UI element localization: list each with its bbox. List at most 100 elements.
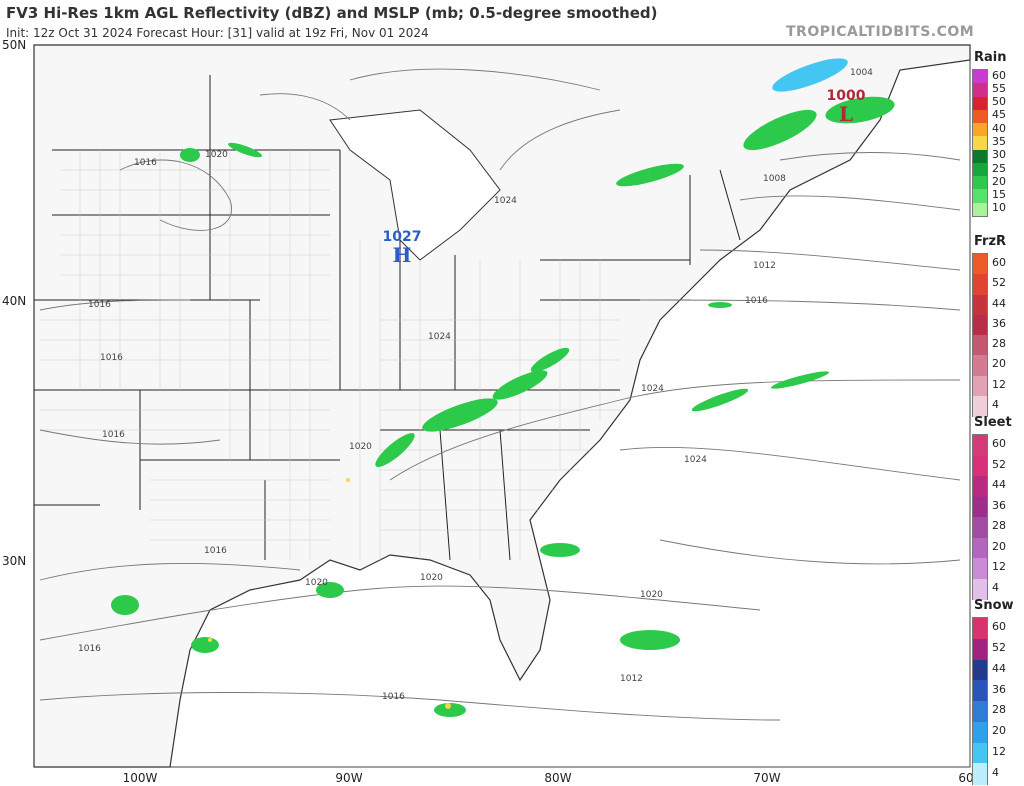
- latitude-label-40n: 40N: [2, 294, 26, 308]
- low-pressure-letter: L: [839, 102, 853, 126]
- legend-swatch: [973, 496, 987, 518]
- longitude-label-70w: 70W: [753, 771, 780, 785]
- legend-colorbar: [972, 617, 988, 785]
- legend-swatch: [973, 395, 987, 417]
- isobar-label: 1024: [428, 332, 451, 342]
- legend-swatch: [973, 659, 987, 681]
- map-subtitle: Init: 12z Oct 31 2024 Forecast Hour: [31…: [6, 26, 429, 40]
- isobar-label: 1016: [78, 644, 101, 654]
- legend-value-label: 52: [992, 641, 1006, 655]
- legend-swatch: [973, 558, 987, 579]
- legend-value-label: 20: [992, 174, 1006, 188]
- legend-value-label: 12: [992, 560, 1006, 574]
- legend-value-label: 36: [992, 316, 1006, 330]
- legend-value-label: 28: [992, 703, 1006, 717]
- legend-value-label: 28: [992, 337, 1006, 351]
- isobar-label: 1016: [204, 546, 227, 556]
- great-lakes: [329, 109, 501, 261]
- county-grid: [40, 150, 620, 560]
- legend-value-label: 60: [992, 437, 1006, 451]
- legend-swatch: [973, 176, 987, 190]
- isobar-label: 1024: [684, 455, 707, 465]
- legend-swatch: [973, 149, 987, 164]
- legend-swatch: [973, 314, 987, 336]
- legend-value-label: 25: [992, 161, 1006, 175]
- latitude-label-50n: 50N: [2, 38, 26, 52]
- isobar-label: 1016: [134, 158, 157, 168]
- legend-value-label: 44: [992, 296, 1006, 310]
- isobars: [39, 68, 961, 721]
- legend-swatch: [973, 83, 987, 98]
- legend-title: Sleet: [974, 415, 1012, 430]
- legend-value-label: 28: [992, 519, 1006, 533]
- legend-title: FrzR: [974, 234, 1007, 249]
- isobar-label: 1016: [88, 300, 111, 310]
- legend-value-label: 15: [992, 188, 1006, 202]
- legend-colorbar: [972, 434, 988, 600]
- legend-swatch: [973, 294, 987, 316]
- isobar-label: 1016: [382, 692, 405, 702]
- legend-swatch: [973, 123, 987, 137]
- legend-swatch: [973, 680, 987, 702]
- legend-swatch: [973, 274, 987, 295]
- legend-swatch: [973, 355, 987, 376]
- legend-swatch: [973, 202, 987, 217]
- isobar-label: 1024: [641, 384, 664, 394]
- legend-swatch: [973, 109, 987, 124]
- isobar-label: 1020: [420, 573, 443, 583]
- legend-value-label: 40: [992, 121, 1006, 135]
- isobar-label: 1024: [494, 196, 517, 206]
- legend-swatch: [973, 254, 987, 275]
- legend-swatch: [973, 455, 987, 477]
- legend-colorbar: [972, 253, 988, 417]
- isobar-labels: 1020 1016 1024 1024 1016 1016 1020 1024 1012 1008…: [78, 68, 873, 702]
- map-title: FV3 Hi-Res 1km AGL Reflectivity (dBZ) an…: [6, 4, 658, 22]
- legend-swatch: [973, 618, 987, 640]
- legend-value-label: 12: [992, 744, 1006, 758]
- legend-value-label: 50: [992, 95, 1006, 109]
- isobar-label: 1020: [640, 590, 663, 600]
- legend-colorbar: [972, 69, 988, 217]
- isobar-label: 1008: [763, 174, 786, 184]
- longitude-labels: 100W 90W 80W 70W 60W: [123, 771, 986, 785]
- latitude-labels: 50N 40N 30N: [2, 38, 26, 568]
- legend-value-label: 60: [992, 256, 1006, 270]
- legend-title: Rain: [974, 50, 1007, 65]
- legend-swatch: [973, 189, 987, 204]
- isobar-label: 1012: [753, 261, 776, 271]
- isobar-label: 1020: [305, 578, 328, 588]
- legend-value-label: 60: [992, 68, 1006, 82]
- legend-swatch: [973, 701, 987, 723]
- legend-swatch: [973, 578, 987, 600]
- snow-area: [772, 58, 848, 92]
- legend-value-label: 30: [992, 148, 1006, 162]
- legend-swatch: [973, 638, 987, 660]
- legend-value-label: 10: [992, 201, 1006, 215]
- legend-swatch: [973, 537, 987, 559]
- heavy-rain-spots: [208, 478, 451, 709]
- legend-swatch: [973, 721, 987, 743]
- legend-swatch: [973, 476, 987, 497]
- legend-value-label: 45: [992, 108, 1006, 122]
- legend-title: Snow: [974, 598, 1014, 613]
- longitude-label-100w: 100W: [123, 771, 158, 785]
- longitude-label-80w: 80W: [544, 771, 571, 785]
- legend-value-label: 20: [992, 357, 1006, 371]
- legend-swatch: [973, 517, 987, 538]
- legend-value-label: 20: [992, 724, 1006, 738]
- legend-swatch: [973, 742, 987, 764]
- high-pressure-letter: H: [393, 243, 412, 267]
- legend-swatch: [973, 70, 987, 84]
- legend-value-label: 55: [992, 81, 1006, 95]
- isobar-label: 1016: [102, 430, 125, 440]
- legend-value-label: 60: [992, 620, 1006, 634]
- legend-value-label: 4: [992, 397, 999, 411]
- legend-swatch: [973, 335, 987, 356]
- low-pressure-value: 1000: [827, 88, 866, 104]
- legend-value-label: 52: [992, 276, 1006, 290]
- legend-value-label: 4: [992, 580, 999, 594]
- isobar-label: 1016: [100, 353, 123, 363]
- isobar-label: 1020: [205, 150, 228, 160]
- site-brand-link[interactable]: TROPICALTIDBITS.COM: [786, 24, 975, 40]
